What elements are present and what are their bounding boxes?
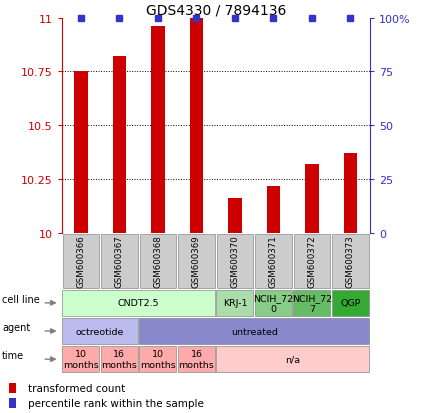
- Text: 10
months: 10 months: [63, 350, 99, 369]
- Bar: [9, 383, 16, 393]
- Bar: [151, 27, 164, 233]
- Bar: [216, 290, 253, 316]
- Bar: [139, 318, 369, 344]
- Bar: [9, 398, 16, 408]
- Text: QGP: QGP: [340, 299, 361, 308]
- Text: GSM600369: GSM600369: [192, 235, 201, 287]
- Text: GSM600368: GSM600368: [153, 235, 162, 287]
- Bar: [255, 235, 292, 288]
- Bar: [216, 347, 369, 372]
- Text: KRJ-1: KRJ-1: [223, 299, 247, 308]
- Bar: [101, 235, 138, 288]
- Bar: [344, 154, 357, 233]
- Text: CNDT2.5: CNDT2.5: [118, 299, 159, 308]
- Bar: [74, 72, 88, 233]
- Bar: [217, 235, 253, 288]
- Text: GSM600367: GSM600367: [115, 235, 124, 287]
- Text: 10
months: 10 months: [140, 350, 176, 369]
- Text: 16
months: 16 months: [178, 350, 214, 369]
- Text: octreotide: octreotide: [76, 327, 125, 336]
- Bar: [332, 235, 368, 288]
- Text: GSM600372: GSM600372: [307, 235, 317, 287]
- Bar: [62, 347, 99, 372]
- Bar: [101, 347, 138, 372]
- Text: GSM600370: GSM600370: [230, 235, 239, 287]
- Title: GDS4330 / 7894136: GDS4330 / 7894136: [145, 3, 286, 17]
- Text: GSM600371: GSM600371: [269, 235, 278, 287]
- Text: n/a: n/a: [285, 355, 300, 364]
- Text: GSM600373: GSM600373: [346, 235, 355, 287]
- Bar: [305, 165, 319, 233]
- Text: time: time: [2, 350, 24, 360]
- Bar: [228, 199, 242, 233]
- Text: percentile rank within the sample: percentile rank within the sample: [28, 398, 204, 408]
- Text: GSM600366: GSM600366: [76, 235, 85, 287]
- Bar: [255, 290, 292, 316]
- Text: agent: agent: [2, 322, 30, 332]
- Bar: [294, 235, 330, 288]
- Bar: [190, 19, 203, 233]
- Bar: [113, 57, 126, 233]
- Bar: [294, 290, 331, 316]
- Text: NCIH_72
7: NCIH_72 7: [292, 294, 332, 313]
- Text: transformed count: transformed count: [28, 383, 125, 393]
- Bar: [62, 290, 215, 316]
- Bar: [63, 235, 99, 288]
- Bar: [178, 347, 215, 372]
- Text: NCIH_72
0: NCIH_72 0: [253, 294, 294, 313]
- Bar: [139, 347, 176, 372]
- Bar: [332, 290, 369, 316]
- Text: cell line: cell line: [2, 294, 40, 304]
- Bar: [62, 318, 138, 344]
- Bar: [178, 235, 215, 288]
- Text: 16
months: 16 months: [102, 350, 137, 369]
- Bar: [140, 235, 176, 288]
- Text: untreated: untreated: [231, 327, 278, 336]
- Bar: [267, 186, 280, 233]
